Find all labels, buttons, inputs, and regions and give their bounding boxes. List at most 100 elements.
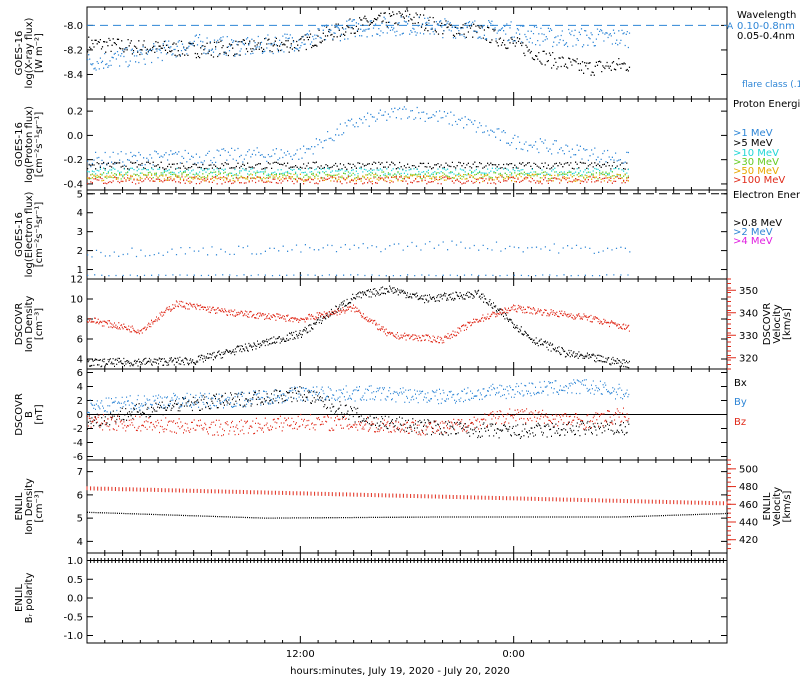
ytick-label-1-1: 0.0 xyxy=(67,131,83,142)
electron-legend-title: Electron Energies xyxy=(733,190,800,201)
x-axis-title: hours:minutes, July 19, 2020 - July 20, … xyxy=(290,666,510,677)
panel-label-2-1: log(Electron flux) xyxy=(24,192,35,278)
ytick-label-4-0: 6 xyxy=(77,368,83,379)
xray-series-short xyxy=(87,10,631,76)
y2tick-label-enlil-1: 480 xyxy=(739,482,758,493)
ytick-label-2-2: 3 xyxy=(77,227,83,238)
electron-legend-2: >2 MeV xyxy=(733,227,773,238)
proton-legend-2: >5 MeV xyxy=(733,138,773,149)
panel-frame-5 xyxy=(86,459,728,554)
enlil-velocity-label-1: Velocity xyxy=(772,487,783,526)
y2tick-label-enlil-3: 440 xyxy=(739,518,758,529)
panel-label-5-0: ENLIL xyxy=(14,492,25,520)
panel-frame-0 xyxy=(86,6,728,100)
b-legend-x: Bx xyxy=(734,378,747,389)
ytick-label-6-2: 0.0 xyxy=(67,594,83,605)
y2tick-label-dscovr-2: 330 xyxy=(739,331,758,342)
proton-legend-title: Proton Energies xyxy=(733,99,800,110)
ytick-label-3-4: 4 xyxy=(77,355,83,366)
proton-series-3 xyxy=(87,171,629,180)
electron-legend-1: >0.8 MeV xyxy=(733,218,782,229)
dscovr-velocity-label-2: [km/s] xyxy=(782,308,793,340)
y2tick-label-dscovr-1: 340 xyxy=(739,308,758,319)
ytick-label-6-3: -0.5 xyxy=(63,612,83,623)
panel-label-1-0: GOES-16 xyxy=(14,122,25,167)
enlil-velocity-label-2: [km/s] xyxy=(782,490,793,522)
enlil-polarity-series xyxy=(86,558,728,563)
b-legend-y: By xyxy=(734,397,747,408)
panel-label-5-2: [cm⁻³] xyxy=(34,490,45,522)
panel-label-4-1: B xyxy=(24,411,35,418)
panel-frame-2 xyxy=(86,189,728,280)
ytick-label-4-5: -4 xyxy=(73,438,83,449)
xray-legend-series-1: 0.10-0.8nm xyxy=(737,21,795,32)
proton-series-4 xyxy=(87,173,629,183)
flare-class-label: flare class (.1-.8nm) xyxy=(742,80,800,90)
b-series-z xyxy=(87,407,630,437)
panel-frame-1 xyxy=(86,98,728,191)
panel-label-0-0: GOES-16 xyxy=(14,31,25,76)
proton-legend-5: >50 MeV xyxy=(733,166,779,177)
panel-frame-6 xyxy=(86,552,728,644)
ytick-label-5-1: 6 xyxy=(77,490,83,501)
enlil-velocity-series xyxy=(86,486,728,506)
ytick-label-6-1: 0.5 xyxy=(67,575,83,586)
electron-legend-3: >4 MeV xyxy=(733,236,773,247)
b-series-y xyxy=(87,379,630,414)
ytick-label-3-2: 8 xyxy=(77,315,83,326)
panel-label-0-1: log(X-ray flux) xyxy=(24,17,35,88)
xray-legend-title: Wavelength xyxy=(737,10,796,21)
dscovr-velocity-label-1: Velocity xyxy=(772,304,783,343)
b-series-x xyxy=(87,386,630,440)
panel-label-3-2: [cm⁻³] xyxy=(34,308,45,340)
ytick-label-4-2: 2 xyxy=(77,396,83,407)
ytick-label-1-0: 0.2 xyxy=(67,107,83,118)
panel-label-3-0: DSCOVR xyxy=(14,303,25,346)
proton-legend-3: >10 MeV xyxy=(733,148,779,159)
panel-label-3-1: Ion Density xyxy=(24,296,35,353)
enlil-velocity-label-0: ENLIL xyxy=(762,492,773,520)
ytick-label-2-0: 5 xyxy=(77,189,83,200)
panel-label-1-2: [cm⁻²s⁻¹sr⁻¹] xyxy=(34,112,45,178)
ytick-label-1-3: -0.4 xyxy=(63,179,83,190)
electron-series-base xyxy=(87,274,629,277)
ytick-label-5-3: 4 xyxy=(77,537,83,548)
proton-series-5 xyxy=(87,176,629,185)
dscovr-velocity-series xyxy=(87,300,630,344)
panel-label-1-1: log(Proton flux) xyxy=(24,106,35,183)
ytick-label-2-4: 1 xyxy=(77,265,83,276)
legends: Wavelength 0.10-0.8nm 0.05-0.4nm A flare… xyxy=(290,10,800,677)
panel-label-4-0: DSCOVR xyxy=(14,393,25,436)
ytick-label-3-3: 6 xyxy=(77,335,83,346)
b-legend-z: Bz xyxy=(734,417,746,428)
panel-label-4-2: [nT] xyxy=(34,404,45,424)
time-tick-label-1: 0:00 xyxy=(502,649,524,660)
ytick-label-4-4: -2 xyxy=(73,424,83,435)
ytick-label-0-0: -8.0 xyxy=(63,21,83,32)
proton-legend-1: >1 MeV xyxy=(733,128,773,139)
electron-series-2mev xyxy=(87,240,631,258)
ytick-label-3-0: 12 xyxy=(70,275,83,286)
proton-series-0 xyxy=(87,106,629,168)
proton-series-1 xyxy=(87,161,629,171)
ytick-label-4-3: 0 xyxy=(77,410,83,421)
proton-legend-6: >100 MeV xyxy=(733,175,785,186)
y2tick-label-enlil-2: 460 xyxy=(739,500,758,511)
panel-label-6-0: ENLIL xyxy=(14,584,25,612)
ytick-label-5-0: 7 xyxy=(77,467,83,478)
dscovr-density-series xyxy=(87,285,630,369)
ytick-label-2-3: 2 xyxy=(77,246,83,257)
y2tick-label-enlil-4: 420 xyxy=(739,535,758,546)
enlil-density-series xyxy=(87,511,728,519)
ytick-label-0-2: -8.4 xyxy=(63,70,83,81)
ytick-label-4-6: -6 xyxy=(73,452,83,463)
xray-legend-series-2: 0.05-0.4nm xyxy=(737,31,795,42)
xray-series-long xyxy=(87,16,631,71)
proton-series-2 xyxy=(87,167,629,177)
panel-label-2-0: GOES-16 xyxy=(14,212,25,257)
y2tick-label-enlil-0: 500 xyxy=(739,464,758,475)
ytick-label-1-2: -0.2 xyxy=(63,155,83,166)
